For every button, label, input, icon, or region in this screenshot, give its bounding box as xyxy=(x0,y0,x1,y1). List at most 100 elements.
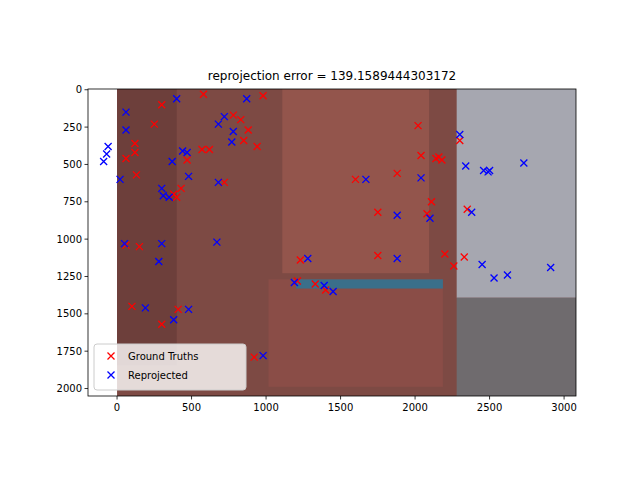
point xyxy=(103,150,110,157)
point xyxy=(297,257,304,264)
point xyxy=(415,122,422,129)
point xyxy=(142,304,149,311)
point xyxy=(215,121,222,128)
point xyxy=(418,152,425,159)
point xyxy=(221,113,228,120)
point xyxy=(479,261,486,268)
point xyxy=(441,251,448,258)
point xyxy=(260,352,267,359)
legend-box xyxy=(94,344,246,390)
point xyxy=(169,158,176,165)
point xyxy=(128,303,135,310)
point xyxy=(438,156,445,163)
point xyxy=(136,243,143,250)
point xyxy=(200,91,207,98)
legend: Ground Truths Reprojected xyxy=(94,344,246,390)
photo-building xyxy=(457,89,576,298)
legend-marker xyxy=(108,353,115,360)
point xyxy=(260,92,267,99)
point xyxy=(175,306,182,313)
x-tick-label: 0 xyxy=(114,402,120,413)
point xyxy=(173,95,180,102)
x-tick xyxy=(117,396,118,400)
y-tick-label: 1250 xyxy=(57,271,82,282)
x-tick-label: 3000 xyxy=(551,402,576,413)
point xyxy=(158,101,165,108)
point xyxy=(520,159,527,166)
x-tick xyxy=(266,396,267,400)
point xyxy=(374,252,381,259)
photo-wall xyxy=(117,89,177,365)
point xyxy=(122,155,129,162)
y-tick-label: 0 xyxy=(76,84,82,95)
point xyxy=(243,95,250,102)
y-tick-label: 500 xyxy=(63,159,82,170)
axes-frame xyxy=(88,89,576,396)
point xyxy=(312,280,319,287)
point xyxy=(352,176,359,183)
legend-label: Ground Truths xyxy=(128,351,199,362)
photo-water xyxy=(296,279,443,288)
x-tick xyxy=(340,396,341,400)
photo-basin xyxy=(269,279,443,386)
point xyxy=(330,288,337,295)
point xyxy=(122,127,129,134)
point xyxy=(251,354,258,361)
chart: 0500100015002000250030000250500750100012… xyxy=(0,0,640,480)
legend-marker xyxy=(108,372,115,379)
y-tick xyxy=(85,276,89,277)
point xyxy=(170,316,177,323)
point xyxy=(173,194,180,201)
point xyxy=(423,210,430,217)
x-tick-label: 2000 xyxy=(402,402,427,413)
point xyxy=(418,174,425,181)
x-tick xyxy=(489,396,490,400)
point xyxy=(185,306,192,313)
point xyxy=(100,158,107,165)
point xyxy=(462,162,469,169)
point xyxy=(230,128,237,135)
point xyxy=(456,137,463,144)
point xyxy=(394,212,401,219)
x-tick xyxy=(415,396,416,400)
title: reprojection error = 139.1589444303172 xyxy=(208,69,457,83)
x-tick-label: 1000 xyxy=(253,402,278,413)
point xyxy=(230,112,237,119)
point xyxy=(185,173,192,180)
point xyxy=(131,149,138,156)
photo-ground xyxy=(457,298,576,396)
point xyxy=(178,185,185,192)
point xyxy=(122,109,129,116)
point xyxy=(151,121,158,128)
y-tick xyxy=(85,164,89,165)
point xyxy=(198,146,205,153)
point xyxy=(184,149,191,156)
point xyxy=(321,282,328,289)
point xyxy=(254,143,261,150)
point xyxy=(245,127,252,134)
point xyxy=(237,116,244,123)
point xyxy=(394,170,401,177)
y-tick xyxy=(85,127,89,128)
figure-bg xyxy=(0,0,640,480)
point xyxy=(464,206,471,213)
point xyxy=(131,140,138,147)
point xyxy=(158,240,165,247)
point xyxy=(547,264,554,271)
photo-fountain xyxy=(282,89,429,273)
point xyxy=(117,176,124,183)
y-tick-label: 1000 xyxy=(57,234,82,245)
point xyxy=(291,279,298,286)
point xyxy=(304,255,311,262)
legend-label: Reprojected xyxy=(128,370,188,381)
point xyxy=(228,139,235,146)
point xyxy=(374,209,381,216)
point xyxy=(491,274,498,281)
y-tick-label: 1500 xyxy=(57,308,82,319)
points xyxy=(100,91,554,361)
y-tick xyxy=(85,239,89,240)
y-tick xyxy=(85,388,89,389)
y-tick-label: 750 xyxy=(63,196,82,207)
point xyxy=(206,146,213,153)
point xyxy=(504,271,511,278)
